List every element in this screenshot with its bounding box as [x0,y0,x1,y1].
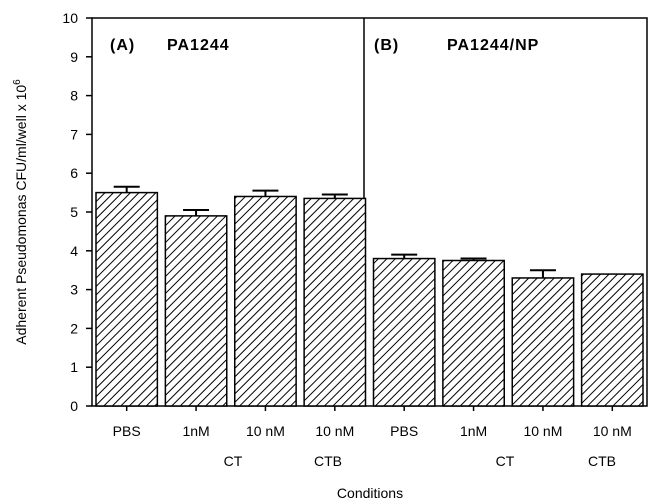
bars [95,185,644,407]
x-axis-title: Conditions [337,485,403,501]
category-label: 10 nM [523,423,562,439]
y-tick-label: 9 [70,49,78,65]
bar [164,215,228,407]
panel-b-label: (B) [374,37,399,54]
category-label: 1nM [460,423,487,439]
bar [511,277,575,407]
bar [303,197,367,407]
panel-b-strain: PA1244/NP [447,37,539,54]
y-tick-label: 1 [70,359,78,375]
y-tick-label: 7 [70,126,78,142]
category-label: 10 nM [246,423,285,439]
y-tick-label: 8 [70,88,78,104]
bar [234,195,297,407]
bar [580,273,644,407]
group-label-ctb-b: CTB [588,453,616,469]
y-tick-label: 3 [70,282,78,298]
y-tick-label: 2 [70,320,78,336]
category-label: 10 nM [593,423,632,439]
x-axis [125,406,614,411]
category-label: 1nM [182,423,209,439]
bar [372,257,436,407]
group-label-ctb-a: CTB [314,453,342,469]
y-axis-title-main: Adherent Pseudomonas CFU/ml/well x 10 [13,85,29,345]
bar [442,259,505,407]
y-tick-label: 4 [70,243,78,259]
category-label: PBS [113,423,141,439]
y-tick-label: 0 [70,398,78,414]
panel-a-strain: PA1244 [167,37,230,54]
y-tick-label: 5 [70,204,78,220]
y-tick-label: 6 [70,165,78,181]
group-label-ct-b: CT [496,453,515,469]
y-tick-label: 10 [62,10,78,26]
category-label: 10 nM [315,423,354,439]
group-label-ct-a: CT [224,453,243,469]
panel-a-label: (A) [110,37,135,54]
bar [95,191,159,407]
y-axis-title-exponent: 6 [12,79,23,85]
category-label: PBS [390,423,418,439]
y-axis: 0 1 2 3 4 5 6 7 8 9 10 [62,10,92,414]
category-labels: PBS 1nM 10 nM 10 nM PBS 1nM 10 nM 10 nM [113,423,632,439]
y-axis-title: Adherent Pseudomonas CFU/ml/well x 106 [12,79,29,345]
